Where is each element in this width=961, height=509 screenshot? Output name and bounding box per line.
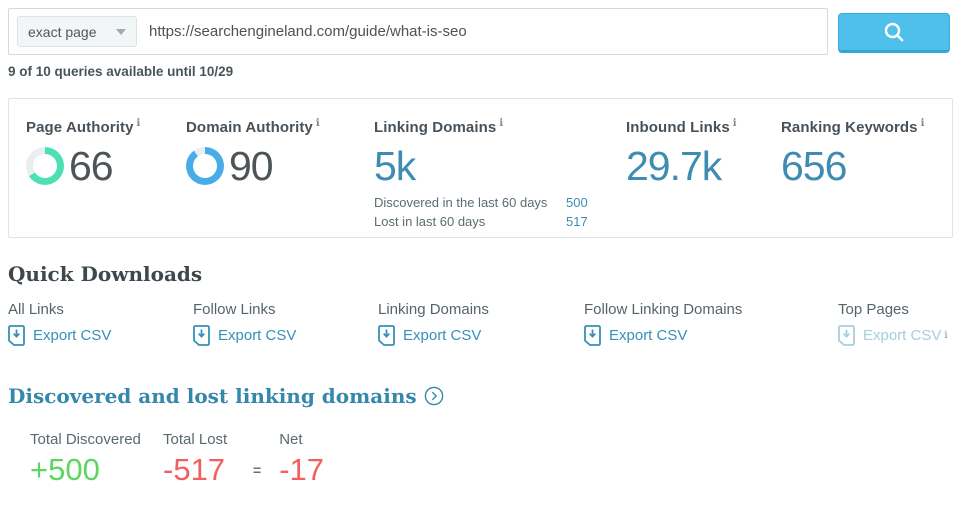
- search-scope-label: exact page: [28, 23, 97, 40]
- export-csv-top-pages-button[interactable]: Export CSV i: [838, 325, 948, 346]
- total-discovered-label: Total Discovered: [30, 431, 141, 448]
- net-total: Net -17: [279, 431, 324, 487]
- export-csv-linking-domains-button[interactable]: Export CSV: [378, 325, 481, 346]
- export-csv-label: Export CSV: [33, 327, 112, 344]
- discovered-lost-totals: Total Discovered +500 Total Lost -517 = …: [30, 431, 953, 487]
- page-authority-ring: [26, 147, 64, 185]
- total-lost-label: Total Lost: [163, 431, 228, 448]
- export-csv-icon: [584, 325, 601, 346]
- discovered-60-days-label: Discovered in the last 60 days: [374, 195, 548, 210]
- info-icon[interactable]: i: [944, 330, 948, 341]
- net-value: -17: [279, 452, 324, 487]
- discovered-lost-section-link[interactable]: Discovered and lost linking domains: [8, 384, 444, 408]
- metric-label: Linking Domains i: [374, 118, 504, 136]
- download-follow-linking-domains: Follow Linking Domains Export CSV: [584, 301, 838, 351]
- export-csv-label: Export CSV: [403, 327, 482, 344]
- export-csv-icon: [378, 325, 395, 346]
- export-csv-icon: [8, 325, 25, 346]
- info-icon[interactable]: i: [920, 118, 925, 129]
- export-csv-follow-linking-domains-button[interactable]: Export CSV: [584, 325, 687, 346]
- metric-label: Domain Authority i: [186, 118, 320, 136]
- info-icon[interactable]: i: [499, 118, 504, 129]
- export-csv-icon: [838, 325, 855, 346]
- ranking-keywords-value: 656: [781, 143, 847, 189]
- export-csv-follow-links-button[interactable]: Export CSV: [193, 325, 296, 346]
- search-scope-dropdown[interactable]: exact page: [17, 16, 137, 47]
- total-lost: Total Lost -517: [163, 431, 245, 487]
- search-box: exact page: [8, 8, 828, 55]
- search-icon: [882, 20, 906, 44]
- metric-page-authority: Page Authority i 66: [26, 118, 186, 237]
- export-csv-label: Export CSV: [609, 327, 688, 344]
- discovered-lost-title: Discovered and lost linking domains: [8, 384, 417, 408]
- metric-ranking-keywords: Ranking Keywords i 656: [781, 118, 936, 237]
- lost-60-days-label: Lost in last 60 days: [374, 214, 486, 229]
- total-discovered-value: +500: [30, 452, 100, 487]
- metric-label: Ranking Keywords i: [781, 118, 925, 136]
- info-icon[interactable]: i: [732, 118, 737, 129]
- export-csv-icon: [193, 325, 210, 346]
- metric-label: Page Authority i: [26, 118, 141, 136]
- download-all-links: All Links Export CSV: [8, 301, 193, 351]
- linking-domains-value: 5k: [374, 143, 416, 189]
- download-linking-domains: Linking Domains Export CSV: [378, 301, 584, 351]
- download-label: Top Pages: [838, 301, 909, 318]
- metric-domain-authority: Domain Authority i 90: [186, 118, 374, 237]
- discovered-60-days-row: Discovered in the last 60 days 500: [374, 193, 626, 212]
- chevron-down-icon: [116, 28, 126, 35]
- export-csv-label: Export CSV: [863, 327, 942, 344]
- export-csv-label: Export CSV: [218, 327, 297, 344]
- equals-sign: =: [253, 462, 262, 478]
- quick-downloads-row: All Links Export CSV Follow Links: [8, 301, 953, 351]
- download-label: Linking Domains: [378, 301, 489, 318]
- metric-label: Inbound Links i: [626, 118, 737, 136]
- download-top-pages: Top Pages Export CSV i: [838, 301, 953, 351]
- quick-downloads-title: Quick Downloads: [8, 262, 203, 286]
- metric-linking-domains: Linking Domains i 5k Discovered in the la…: [374, 118, 626, 237]
- lost-60-days-value[interactable]: 517: [566, 214, 588, 229]
- total-discovered: Total Discovered +500: [30, 431, 163, 487]
- discovered-60-days-value[interactable]: 500: [566, 195, 588, 210]
- queries-note: 9 of 10 queries available until 10/29: [8, 64, 234, 79]
- info-icon[interactable]: i: [315, 118, 320, 129]
- inbound-links-value: 29.7k: [626, 143, 722, 189]
- domain-authority-ring: [186, 147, 224, 185]
- domain-authority-value: 90: [229, 143, 274, 189]
- page-authority-value: 66: [69, 143, 114, 189]
- lost-60-days-row: Lost in last 60 days 517: [374, 212, 626, 231]
- metrics-card: Page Authority i 66 Domain Authority i 90 …: [8, 98, 953, 238]
- info-icon[interactable]: i: [136, 118, 141, 129]
- download-label: All Links: [8, 301, 64, 318]
- metric-inbound-links: Inbound Links i 29.7k: [626, 118, 781, 237]
- circle-arrow-icon: [424, 386, 444, 406]
- search-row: exact page: [8, 8, 953, 55]
- download-follow-links: Follow Links Export CSV: [193, 301, 378, 351]
- download-label: Follow Links: [193, 301, 276, 318]
- total-lost-value: -517: [163, 452, 226, 487]
- net-label: Net: [279, 431, 303, 448]
- export-csv-all-links-button[interactable]: Export CSV: [8, 325, 111, 346]
- url-input[interactable]: [149, 23, 827, 40]
- search-button[interactable]: [838, 13, 950, 53]
- download-label: Follow Linking Domains: [584, 301, 743, 318]
